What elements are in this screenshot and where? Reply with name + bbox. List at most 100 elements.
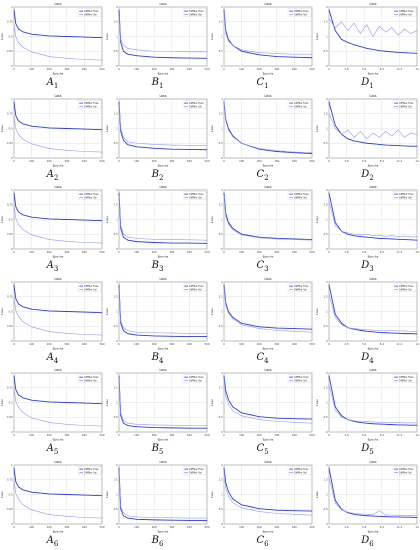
data-point — [410, 52, 412, 54]
caption-letter: A — [46, 351, 54, 363]
data-point — [353, 328, 355, 329]
data-point — [48, 310, 50, 312]
panel-caption: D6 — [315, 535, 420, 550]
data-point — [127, 47, 129, 49]
data-point — [225, 33, 227, 34]
y-tick-label: 2 — [116, 5, 118, 9]
data-point — [127, 423, 129, 424]
chart-panel-c5: 0 100 200 300 400 500 0 0.5 1 1.5 2 Loss Epochs Loss D… — [210, 366, 315, 458]
data-point — [360, 421, 361, 423]
x-tick-label: 11.2 — [397, 159, 403, 163]
caption-letter: C — [256, 535, 265, 546]
x-tick-label: 200 — [47, 342, 52, 346]
data-point — [18, 394, 19, 396]
data-point — [22, 229, 24, 231]
chart-title: Loss — [160, 277, 167, 281]
x-axis-label: Epochs — [368, 255, 379, 259]
data-point — [48, 239, 50, 241]
caption-letter: A — [46, 77, 54, 88]
y-tick-label: 0.5 — [114, 416, 118, 420]
chart-title: Loss — [160, 2, 167, 6]
data-point — [223, 467, 225, 469]
data-point — [372, 331, 374, 333]
x-axis-label: Epochs — [263, 346, 274, 350]
x-tick-label: 200 — [47, 525, 52, 529]
y-tick-label: 0 — [11, 430, 13, 434]
data-point — [48, 493, 50, 495]
data-point — [294, 510, 295, 512]
data-point — [241, 49, 242, 51]
data-point — [13, 192, 15, 194]
y-tick-label: 0 — [221, 430, 223, 434]
y-axis-label: Loss — [0, 216, 4, 223]
data-point — [153, 427, 155, 429]
chart-svg: 0 2.8 5.6 8.4 11.2 14 0 0.5 1 1.5 2 Loss Epochs Loss D… — [315, 94, 419, 167]
data-point — [84, 36, 85, 38]
y-tick-label: 0.25 — [7, 507, 13, 511]
data-point — [171, 144, 173, 145]
data-point — [101, 37, 103, 39]
x-axis-label: Epochs — [158, 255, 169, 259]
caption-index: 1 — [158, 82, 164, 90]
x-tick-label: 2.8 — [345, 525, 349, 529]
y-tick-label: 0 — [116, 430, 118, 434]
chart-title: Loss — [55, 94, 62, 98]
y-tick-label: 1 — [326, 126, 328, 130]
legend-label: DiffMel Val — [294, 471, 307, 474]
y-tick-label: 2 — [116, 463, 118, 467]
data-point — [391, 516, 393, 518]
data-point — [241, 324, 242, 325]
data-point — [404, 422, 405, 424]
y-tick-label: 0.5 — [219, 324, 223, 328]
data-point — [15, 36, 17, 37]
x-axis-label: Epochs — [263, 163, 274, 167]
y-tick-label: 0.75 — [7, 203, 13, 207]
data-point — [171, 517, 173, 519]
data-point — [225, 396, 227, 398]
x-tick-label: 5.6 — [362, 67, 366, 71]
data-point — [84, 150, 85, 152]
data-point — [311, 514, 313, 516]
data-point — [232, 502, 234, 504]
legend-label: DiffMel Val — [189, 13, 202, 16]
data-point — [206, 148, 208, 150]
legend-box — [392, 374, 417, 384]
chart-title: Loss — [370, 369, 377, 373]
data-point — [225, 216, 227, 218]
data-point — [22, 46, 24, 48]
data-point — [13, 9, 15, 11]
y-tick-label: 0 — [326, 64, 328, 68]
caption-index: 4 — [369, 356, 374, 365]
data-point — [120, 319, 122, 321]
caption-index: 1 — [264, 82, 269, 90]
y-tick-label: 0.75 — [7, 294, 13, 298]
data-point — [189, 57, 190, 59]
data-point — [136, 424, 137, 426]
y-axis-label: Loss — [315, 308, 319, 315]
data-point — [225, 120, 227, 122]
data-point — [120, 322, 122, 324]
data-point — [397, 34, 399, 36]
y-tick-label: 0 — [11, 155, 13, 159]
caption-index: 5 — [53, 448, 59, 457]
data-point — [404, 330, 405, 332]
data-point — [410, 132, 412, 133]
legend-box — [77, 99, 102, 109]
data-point — [404, 516, 405, 518]
data-point — [189, 336, 190, 337]
data-point — [397, 514, 399, 516]
data-point — [171, 427, 173, 429]
y-axis-label: Loss — [315, 33, 319, 40]
data-point — [328, 375, 330, 377]
data-point — [153, 239, 155, 240]
data-point — [66, 36, 68, 37]
y-tick-label: 0.5 — [9, 34, 13, 38]
data-point — [416, 52, 418, 54]
data-point — [258, 52, 260, 54]
legend-label: DiffMel Train — [399, 285, 414, 288]
x-tick-label: 11.2 — [397, 342, 403, 346]
chart-panel-d3: 0 2.8 5.6 8.4 11.2 14 0 0.5 1 1.5 2 Loss Epochs Loss D… — [315, 183, 420, 275]
